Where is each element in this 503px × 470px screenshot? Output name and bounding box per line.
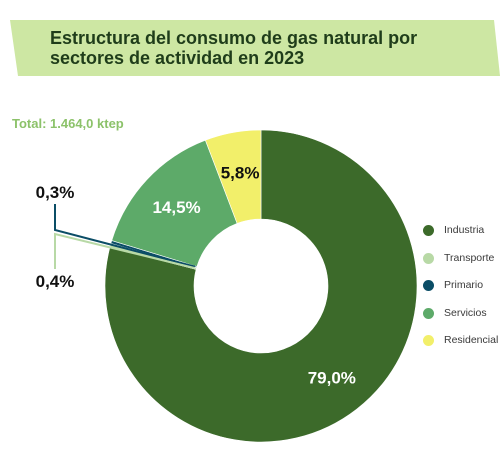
data-label-residencial: 5,8% <box>221 163 260 182</box>
legend-item-industria: Industria <box>423 224 498 252</box>
leader-line-primario <box>54 204 196 268</box>
legend-label: Servicios <box>444 306 487 319</box>
title-banner: Estructura del consumo de gas natural po… <box>10 20 500 76</box>
data-label-industria: 79,0% <box>308 368 356 387</box>
data-label-primario: 0,3% <box>36 183 75 202</box>
slice-servicios <box>111 139 238 267</box>
chart-legend: Industria Transporte Primario Servicios Resi… <box>423 224 498 362</box>
legend-swatch <box>423 307 434 319</box>
chart-title: Estructura del consumo de gas natural po… <box>50 28 418 68</box>
legend-label: Industria <box>444 224 485 236</box>
legend-swatch <box>423 335 434 346</box>
banner-background <box>10 20 500 76</box>
legend-item-primario: Primario <box>423 279 498 307</box>
slice-industria <box>104 129 418 443</box>
data-label-servicios: 14,5% <box>152 198 200 217</box>
legend-label: Residencial <box>444 334 499 346</box>
leader-line-transporte <box>54 232 195 269</box>
legend-item-residencial: Residencial <box>423 334 498 362</box>
legend-label: Primario <box>444 279 484 291</box>
legend-swatch <box>423 280 434 291</box>
legend-swatch <box>423 225 434 236</box>
total-label: Total: 1.464,0 ktep <box>12 116 124 131</box>
legend-item-servicios: Servicios <box>423 307 498 335</box>
data-label-transporte: 0,4% <box>36 272 75 291</box>
legend-label: Transporte <box>444 251 495 264</box>
legend-swatch <box>423 252 434 264</box>
slice-residencial <box>205 129 262 224</box>
legend-item-transporte: Transporte <box>423 252 498 280</box>
